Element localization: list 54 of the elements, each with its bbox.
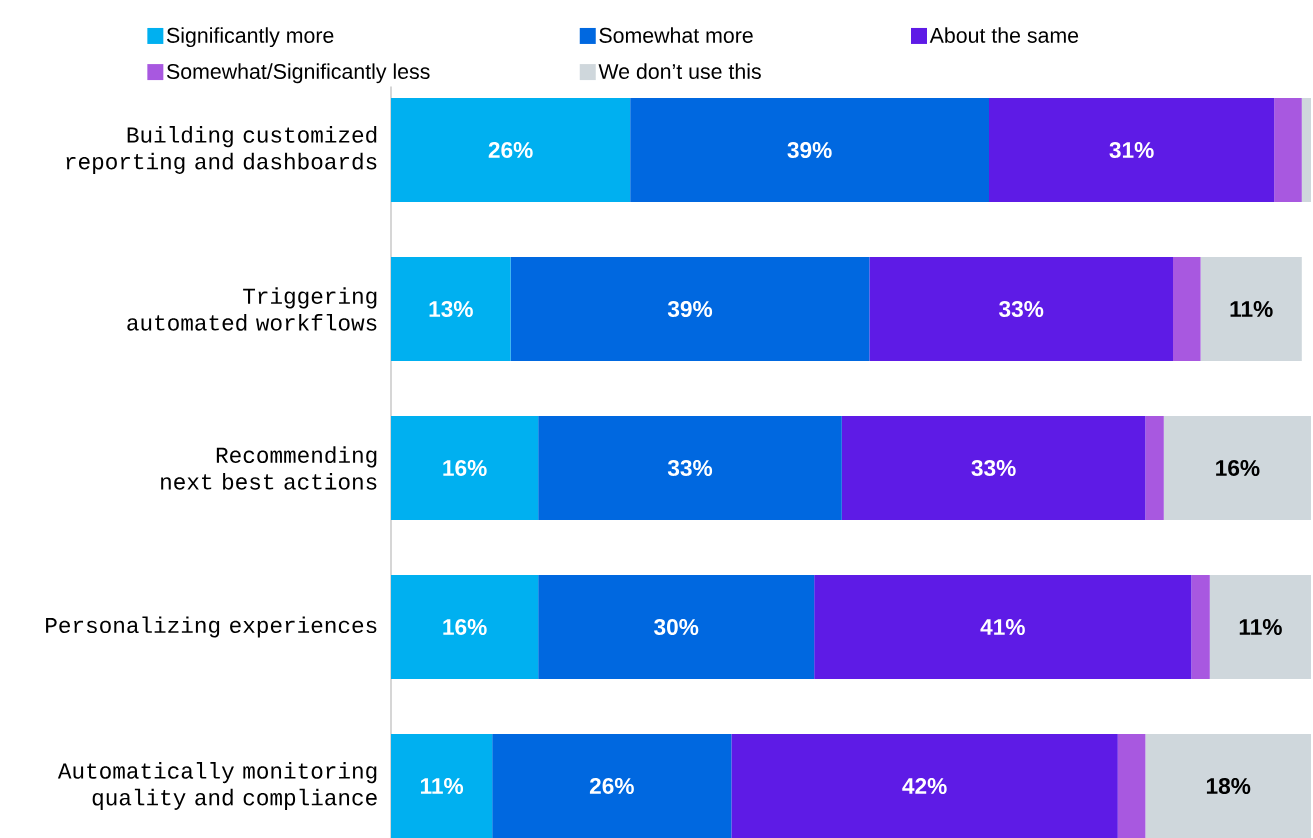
bar [869,257,1173,362]
bar [391,734,493,838]
data-label: 11% [1230,301,1273,317]
data-label: 31% [1109,141,1154,159]
bar [731,734,1118,838]
bar [391,416,539,521]
y-tick-label: Automatically monitoring quality and compliance [57,762,377,810]
legend-label: We don’t use this [598,63,761,80]
data-label: 11% [1239,619,1282,635]
data-label: 16% [443,618,487,636]
bar [841,416,1146,521]
bar [1173,257,1201,362]
bar [1200,257,1302,362]
legend-label: Somewhat/Significantly less [166,63,430,84]
bar [814,575,1192,680]
bar [492,734,732,838]
bar [1209,575,1311,680]
bar [1163,416,1311,521]
data-label: 39% [667,300,713,318]
bar [1145,416,1164,521]
bar [538,416,842,521]
legend-label: Significantly more [166,27,334,48]
data-label: 16% [1216,459,1260,477]
data-label: 41% [980,619,1025,635]
data-label: 42% [902,777,947,794]
bar [391,257,511,362]
y-tick-label: Personalizing experiences [46,616,377,638]
data-label: 26% [589,777,634,795]
bar [989,98,1275,203]
data-label: 11% [420,778,464,794]
bar [1274,98,1302,203]
bar [510,257,870,362]
bar [391,575,539,680]
bar [630,98,989,203]
bar [1117,734,1146,838]
data-label: 33% [667,459,713,477]
data-label: 26% [488,141,533,159]
data-label: 18% [1206,777,1251,795]
legend-label: Somewhat more [599,27,753,43]
y-tick-label: Recommending next best actions [161,446,377,490]
bar [1301,98,1311,203]
bar [391,98,631,203]
data-label: 33% [971,459,1016,477]
y-tick-label: Triggering automated workflows [127,287,377,331]
bar [538,575,815,680]
data-label: 33% [999,300,1044,318]
y-tick-label: Building customized reporting and dashboards [66,126,377,174]
data-label: 16% [443,459,487,477]
data-label: 13% [429,300,473,318]
legend-label: About the same [929,27,1079,43]
data-label: 39% [787,141,832,159]
data-label: 30% [654,618,699,636]
bar [1191,575,1210,680]
bar [1145,734,1311,838]
